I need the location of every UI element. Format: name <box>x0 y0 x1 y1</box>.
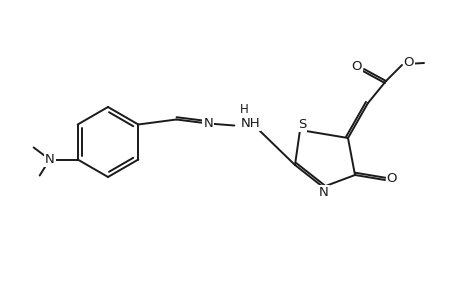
Text: O: O <box>403 56 414 68</box>
Text: O: O <box>351 59 362 73</box>
Text: S: S <box>297 118 306 130</box>
Text: NH: NH <box>240 117 259 130</box>
Text: N: N <box>319 187 328 200</box>
Text: H: H <box>240 103 248 116</box>
Text: N: N <box>203 117 213 130</box>
Text: N: N <box>45 153 55 166</box>
Text: O: O <box>386 172 397 185</box>
